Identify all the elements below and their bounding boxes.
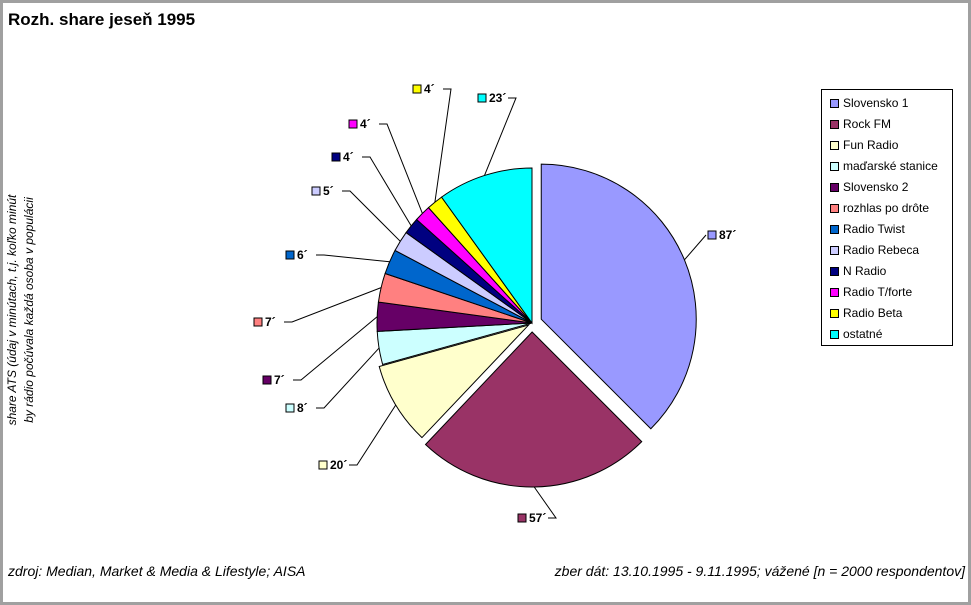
data-label-swatch-7 (285, 250, 295, 260)
leader-line-9 (362, 156, 412, 227)
data-label-1: 87´ (719, 228, 736, 242)
data-label-4: 8´ (297, 401, 308, 415)
legend-swatch-12 (830, 330, 839, 339)
legend-swatch-5 (830, 183, 839, 192)
data-label-swatch-2 (517, 513, 527, 523)
legend-swatch-8 (830, 246, 839, 255)
data-label-11: 4´ (424, 82, 435, 96)
legend-swatch-10 (830, 288, 839, 297)
data-label-swatch-9 (331, 152, 341, 162)
chart-legend: Slovensko 1 Rock FM Fun Radio maďarské stan… (821, 89, 953, 346)
legend-label-5: Slovensko 2 (843, 180, 909, 194)
legend-label-10: Radio T/forte (843, 285, 913, 299)
legend-label-8: Radio Rebeca (843, 243, 920, 257)
leader-line-1 (684, 234, 707, 261)
leader-line-6 (284, 287, 382, 323)
legend-swatch-9 (830, 267, 839, 276)
data-label-swatch-1 (707, 230, 717, 240)
data-label-swatch-5 (262, 375, 272, 385)
data-label-7: 6´ (297, 248, 308, 262)
pie-slice-12 (440, 167, 533, 325)
leader-line-4 (316, 347, 380, 409)
leader-line-7 (316, 254, 390, 263)
legend-swatch-4 (830, 162, 839, 171)
data-collection-note: zber dát: 13.10.1995 - 9.11.1995; vážené… (554, 563, 965, 579)
data-label-6: 7´ (265, 315, 276, 329)
data-label-swatch-4 (285, 403, 295, 413)
leader-line-11 (434, 88, 452, 203)
pie-slice-3 (378, 324, 531, 439)
data-label-swatch-8 (311, 186, 321, 196)
legend-label-6: rozhlas po drôte (843, 201, 930, 215)
pie-slice-2 (424, 331, 643, 488)
legend-swatch-7 (830, 225, 839, 234)
data-label-8: 5´ (323, 184, 334, 198)
legend-label-4: maďarské stanice (843, 159, 938, 173)
leader-line-10 (379, 123, 423, 214)
legend-label-1: Slovensko 1 (843, 96, 909, 110)
leader-line-3 (349, 404, 397, 466)
legend-swatch-6 (830, 204, 839, 213)
data-label-5: 7´ (274, 373, 285, 387)
legend-label-12: ostatné (843, 327, 883, 341)
legend-label-11: Radio Beta (843, 306, 903, 320)
legend-label-2: Rock FM (843, 117, 891, 131)
data-label-swatch-11 (412, 84, 422, 94)
legend-label-9: N Radio (843, 264, 887, 278)
data-label-swatch-10 (348, 119, 358, 129)
leader-line-5 (293, 316, 378, 381)
data-label-9: 4´ (343, 150, 354, 164)
leader-line-12 (484, 97, 517, 176)
data-label-2: 57´ (529, 511, 546, 525)
data-label-10: 4´ (360, 117, 371, 131)
legend-label-7: Radio Twist (843, 222, 905, 236)
data-label-3: 20´ (330, 458, 347, 472)
legend-swatch-1 (830, 99, 839, 108)
chart-title: Rozh. share jeseň 1995 (8, 10, 196, 29)
data-label-swatch-12 (477, 93, 487, 103)
data-label-swatch-3 (318, 460, 328, 470)
data-label-12: 23´ (489, 91, 506, 105)
legend-label-3: Fun Radio (843, 138, 899, 152)
leader-line-8 (342, 190, 401, 242)
source-note: zdroj: Median, Market & Media & Lifestyl… (8, 563, 306, 579)
leader-line-2 (533, 486, 557, 519)
legend-swatch-2 (830, 120, 839, 129)
legend-swatch-3 (830, 141, 839, 150)
data-label-swatch-6 (253, 317, 263, 327)
legend-swatch-11 (830, 309, 839, 318)
